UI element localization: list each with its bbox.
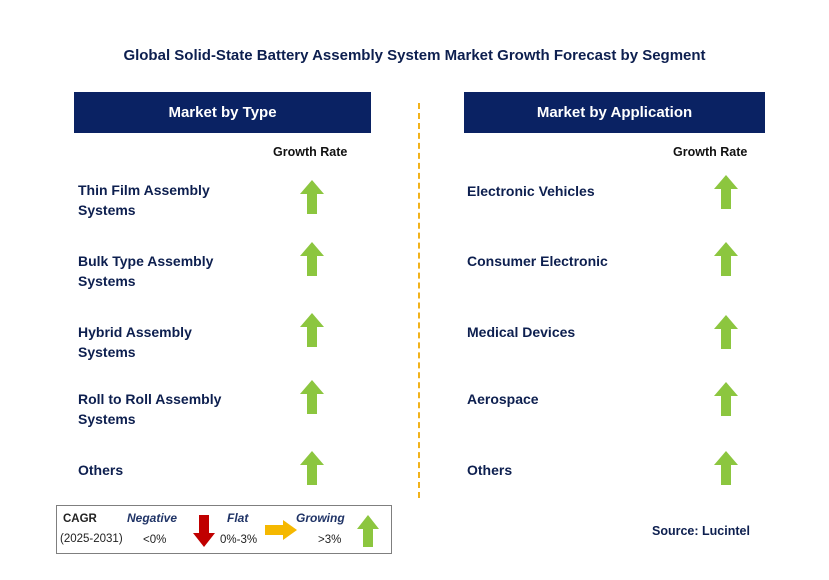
type-item-others: Others	[78, 460, 123, 480]
legend-growing-range: >3%	[318, 534, 342, 546]
arrow-up-icon	[300, 242, 324, 276]
arrow-up-icon	[300, 313, 324, 347]
application-item-consumer-electronic: Consumer Electronic	[467, 253, 608, 269]
arrow-up-icon	[714, 451, 738, 485]
legend-flat-label: Flat	[227, 511, 249, 525]
arrow-up-icon	[714, 175, 738, 209]
arrow-down-icon	[193, 515, 215, 547]
application-item-medical-devices: Medical Devices	[467, 324, 576, 340]
type-item-roll-to-roll: Roll to Roll Assembly Systems	[78, 389, 221, 429]
page-title: Global Solid-State Battery Assembly Syst…	[123, 47, 706, 64]
legend-growing-label: Growing	[296, 511, 345, 525]
application-item-electronic-vehicles: Electronic Vehicles	[467, 183, 595, 199]
arrow-up-icon	[357, 515, 379, 547]
application-item-aerospace: Aerospace	[467, 391, 539, 407]
legend-period: (2025-2031)	[60, 533, 123, 545]
type-item-thin-film: Thin Film Assembly Systems	[78, 180, 210, 220]
type-item-line2: Systems	[78, 411, 136, 427]
type-item-line1: Others	[78, 462, 124, 478]
legend-flat-range: 0%-3%	[220, 534, 258, 546]
arrow-up-icon	[714, 315, 738, 349]
legend-negative-label: Negative	[127, 511, 178, 525]
type-item-line1: Thin Film Assembly	[78, 182, 210, 198]
type-item-line2: Systems	[78, 273, 136, 289]
type-item-line1: Hybrid Assembly	[78, 324, 192, 340]
type-item-line1: Bulk Type Assembly	[78, 253, 214, 269]
type-item-bulk: Bulk Type Assembly Systems	[78, 251, 213, 291]
arrow-up-icon	[714, 382, 738, 416]
type-item-hybrid: Hybrid Assembly Systems	[78, 322, 192, 362]
application-item-others: Others	[467, 462, 513, 478]
type-panel-header: Market by Type	[74, 92, 371, 133]
center-divider	[418, 103, 420, 498]
arrow-up-icon	[300, 180, 324, 214]
application-panel-header: Market by Application	[464, 92, 765, 133]
legend-cagr-label: CAGR	[63, 513, 97, 525]
arrow-up-icon	[300, 380, 324, 414]
arrow-up-icon	[714, 242, 738, 276]
arrow-up-icon	[300, 451, 324, 485]
cagr-legend: CAGR (2025-2031) Negative <0% Flat 0%-3%…	[56, 505, 392, 554]
legend-negative-range: <0%	[143, 534, 167, 546]
type-growth-rate-label: Growth Rate	[273, 145, 348, 159]
type-item-line1: Roll to Roll Assembly	[78, 391, 222, 407]
application-growth-rate-label: Growth Rate	[673, 145, 748, 159]
arrow-right-icon	[265, 520, 297, 540]
type-item-line2: Systems	[78, 344, 136, 360]
type-item-line2: Systems	[78, 202, 136, 218]
source-label: Source: Lucintel	[652, 524, 750, 538]
